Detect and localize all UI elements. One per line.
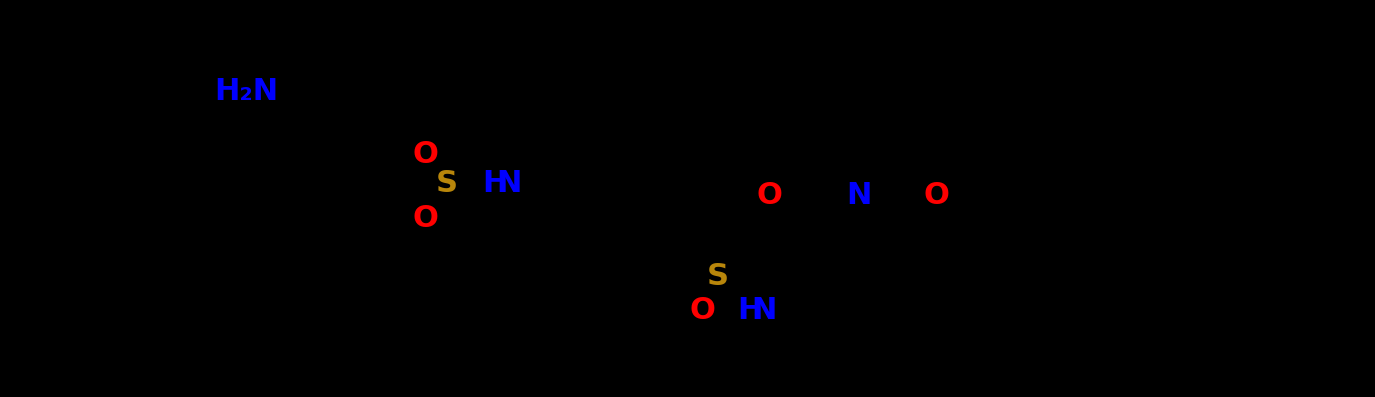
Text: O: O <box>924 181 950 210</box>
Text: N: N <box>496 170 521 198</box>
Text: H: H <box>737 297 763 326</box>
Text: O: O <box>758 181 782 210</box>
Text: O: O <box>690 297 715 326</box>
Text: H: H <box>481 170 507 198</box>
Text: O: O <box>412 204 439 233</box>
Text: H₂N: H₂N <box>214 77 279 106</box>
Text: O: O <box>412 140 439 169</box>
Text: S: S <box>436 170 458 198</box>
Text: N: N <box>846 181 872 210</box>
Text: S: S <box>707 262 729 291</box>
Text: N: N <box>752 297 777 326</box>
